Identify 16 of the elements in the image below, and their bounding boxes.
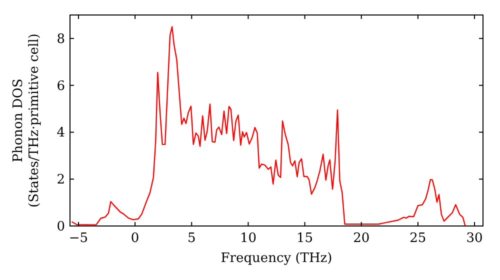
y-tick-label: 4 xyxy=(56,126,65,141)
y-tick-label: 6 xyxy=(56,78,65,94)
x-tick-label: 0 xyxy=(130,231,140,246)
x-tick-label: −5 xyxy=(68,231,88,246)
x-tick-label: 10 xyxy=(240,231,256,246)
x-tick-label: 30 xyxy=(466,231,483,246)
x-tick-label: 25 xyxy=(410,231,426,246)
x-tick-label: 5 xyxy=(187,231,196,246)
y-tick-label: 2 xyxy=(56,172,65,188)
line-series xyxy=(71,26,466,226)
y-tick-label: 8 xyxy=(56,32,65,47)
y-tick-label: 0 xyxy=(56,220,65,234)
x-axis-title: Frequency (THz) xyxy=(220,251,332,266)
x-tick-label: 15 xyxy=(296,231,314,246)
x-tick-label: 20 xyxy=(353,231,370,246)
y-axis-title: Phonon DOS (States/THz·primitive cell) xyxy=(11,33,42,208)
